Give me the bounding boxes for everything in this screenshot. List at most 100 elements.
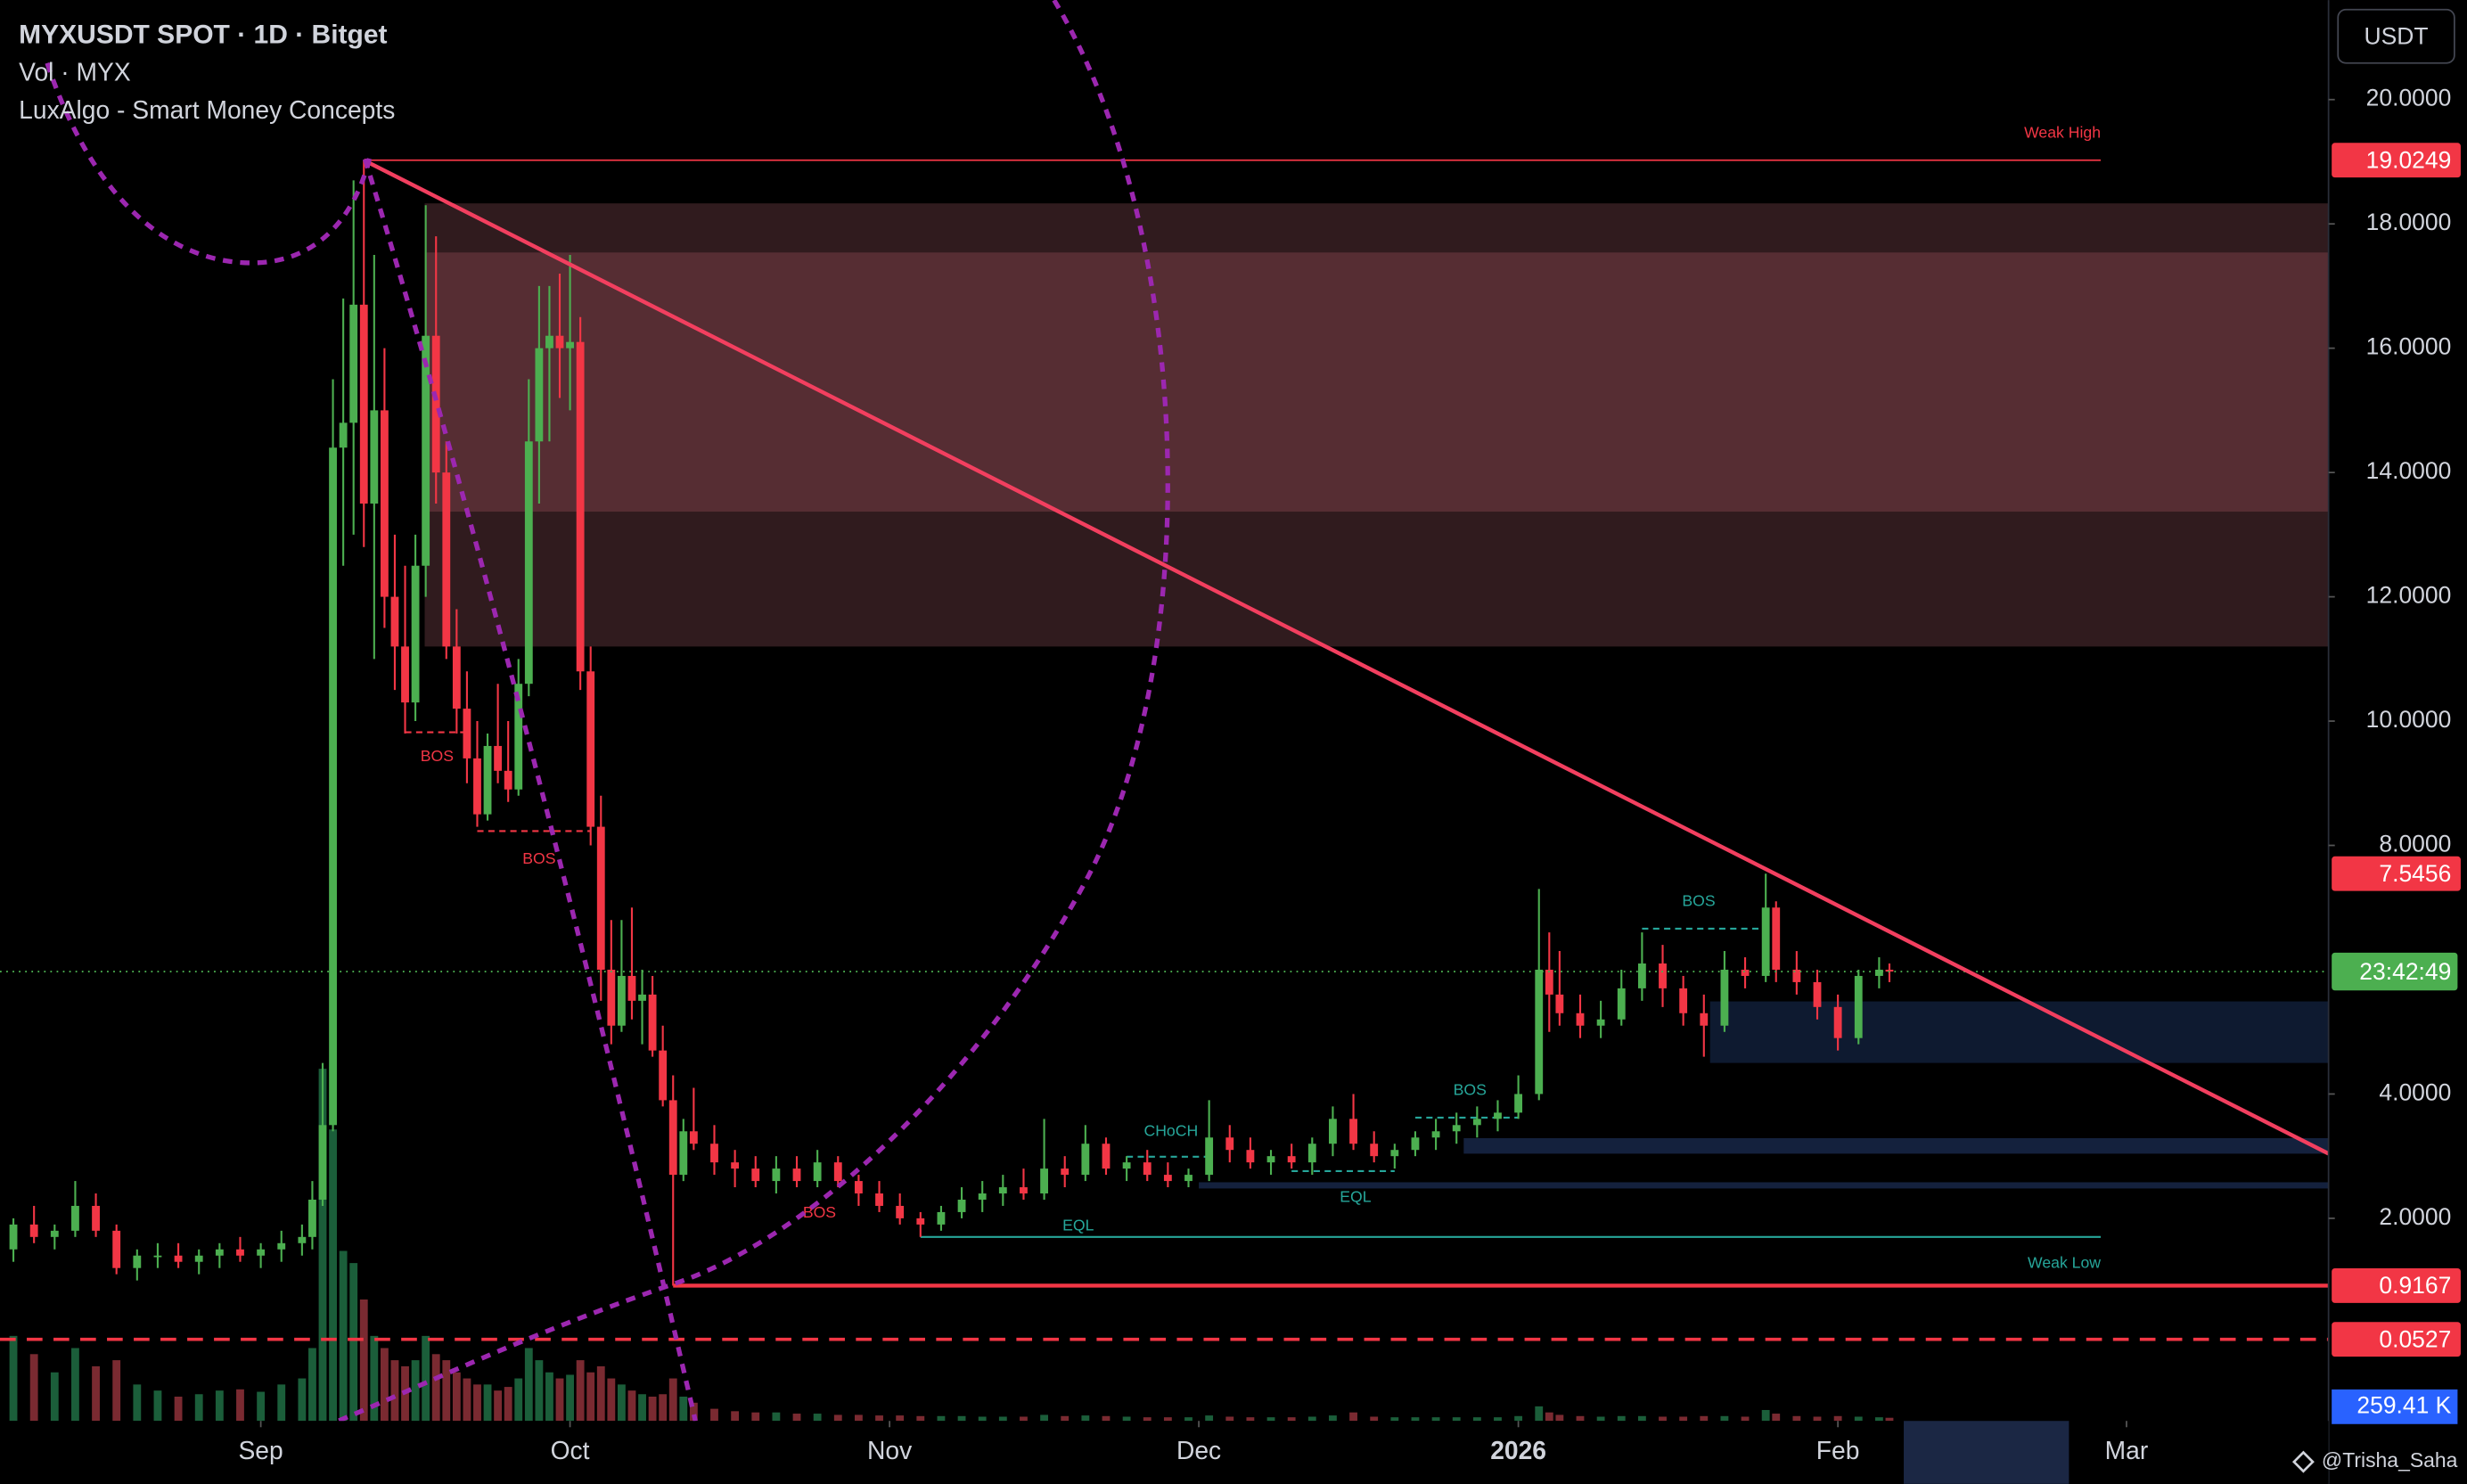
y-tick-label: 12.0000 — [2366, 582, 2452, 609]
volume-bar — [998, 1416, 1007, 1422]
volume-bar — [318, 1069, 327, 1422]
volume-bar — [1679, 1416, 1688, 1422]
axis-labels: 19.0249 7.5456 0.9167 0.0527 2.0000 4.0000 8.0… — [238, 85, 2461, 1464]
zone — [424, 252, 2329, 512]
candle-body — [617, 975, 626, 1026]
candle-body — [1679, 988, 1688, 1013]
candle-body — [112, 1230, 121, 1268]
candle-body — [370, 410, 379, 504]
price-axis — [2328, 0, 2467, 1484]
candle-body — [596, 826, 605, 970]
volume-bar — [535, 1360, 544, 1422]
candle-body — [1596, 1019, 1605, 1026]
candle-body — [668, 1100, 677, 1176]
y-tick-label: 14.0000 — [2366, 457, 2452, 484]
volume-bar — [463, 1378, 471, 1422]
annotation: EQL — [1340, 1188, 1371, 1206]
candle-body — [92, 1205, 100, 1231]
currency-button[interactable] — [2337, 8, 2455, 64]
volume-bar — [1772, 1414, 1781, 1422]
volume-bar — [133, 1384, 142, 1422]
candle-body — [422, 335, 430, 566]
fib-arc — [45, 61, 373, 266]
volume-bar — [329, 1129, 337, 1422]
candle-body — [586, 671, 595, 827]
candle-body — [298, 1236, 307, 1243]
y-tick-label: 18.0000 — [2366, 209, 2452, 235]
volume-bar — [473, 1384, 481, 1422]
plot-area: Weak High Weak Low BOS BOS BOS EQL CHoCH EQL BOS… — [0, 124, 2330, 1422]
indicator-title: LuxAlgo - Smart Money Concepts — [19, 95, 395, 124]
volume-bar — [1452, 1417, 1461, 1422]
candle-body — [1452, 1125, 1461, 1132]
candle-body — [133, 1255, 142, 1268]
volume-bar — [1329, 1415, 1337, 1422]
volume-bar — [689, 1402, 698, 1422]
candle-body — [1246, 1150, 1255, 1163]
countdown: 23:42:49 — [2359, 958, 2451, 985]
volume-bar — [731, 1411, 740, 1422]
volume-bar — [772, 1412, 781, 1422]
candle-body — [1741, 969, 1750, 976]
volume-bar — [1761, 1409, 1770, 1422]
candle-body — [607, 969, 616, 1026]
volume-bar — [1659, 1416, 1667, 1422]
volume-bar — [112, 1360, 121, 1422]
volume-bar — [576, 1360, 585, 1422]
volume-bar — [1287, 1417, 1296, 1422]
price-label: 7.5456 — [2379, 860, 2451, 887]
candle-body — [277, 1242, 286, 1250]
candle-body — [401, 646, 409, 703]
volume-bar — [566, 1374, 574, 1422]
candle-body — [463, 709, 471, 758]
candle-body — [349, 304, 358, 423]
candle-body — [1061, 1168, 1070, 1176]
annotation: CHoCH — [1143, 1122, 1198, 1140]
volume-title: Vol · MYX — [19, 58, 131, 86]
candle-body — [29, 1224, 38, 1237]
candle-body — [308, 1199, 316, 1237]
volume-bar — [494, 1390, 503, 1422]
volume-bar — [524, 1348, 533, 1422]
watermark-icon — [2291, 1450, 2315, 1473]
candle-body — [431, 335, 440, 473]
candle-body — [648, 994, 657, 1051]
volume-bar — [431, 1354, 440, 1422]
candle-body — [215, 1249, 224, 1256]
annotation: Weak Low — [2028, 1253, 2101, 1271]
volume-bar — [380, 1348, 389, 1422]
zone — [1709, 1001, 2329, 1063]
candle-body — [1576, 1013, 1585, 1026]
candle-body — [524, 441, 533, 685]
candle-body — [194, 1255, 203, 1262]
candle-body — [1122, 1162, 1131, 1169]
volume-bar — [422, 1335, 430, 1422]
candle-body — [751, 1168, 760, 1182]
candle-body — [411, 565, 420, 703]
candle-body — [710, 1144, 718, 1163]
volume-bar — [194, 1394, 203, 1422]
volume-bar — [29, 1354, 38, 1422]
volume-bar — [1617, 1415, 1626, 1422]
candle-body — [1617, 988, 1626, 1020]
watermark: @Trisha_Saha — [2322, 1448, 2458, 1472]
candle-body — [1761, 907, 1770, 976]
currency-label[interactable]: USDT — [2365, 23, 2429, 50]
candle-body — [916, 1218, 925, 1225]
volume-bar — [679, 1396, 688, 1422]
y-tick-label: 10.0000 — [2366, 706, 2452, 733]
candle-body — [483, 745, 492, 815]
candle-body — [638, 994, 646, 1001]
volume-bar — [215, 1390, 224, 1422]
candle-body — [1637, 963, 1646, 988]
candle-body — [318, 1125, 327, 1200]
volume-bar — [339, 1250, 348, 1422]
candle-body — [71, 1205, 79, 1231]
candle-body — [1329, 1119, 1337, 1144]
candle-body — [1349, 1119, 1357, 1144]
candle-body — [1040, 1168, 1049, 1194]
volume-label: 259.41 K — [2356, 1391, 2451, 1418]
volume-bar — [1411, 1417, 1420, 1422]
volume-bar — [1833, 1415, 1842, 1422]
candle-body — [813, 1162, 822, 1182]
